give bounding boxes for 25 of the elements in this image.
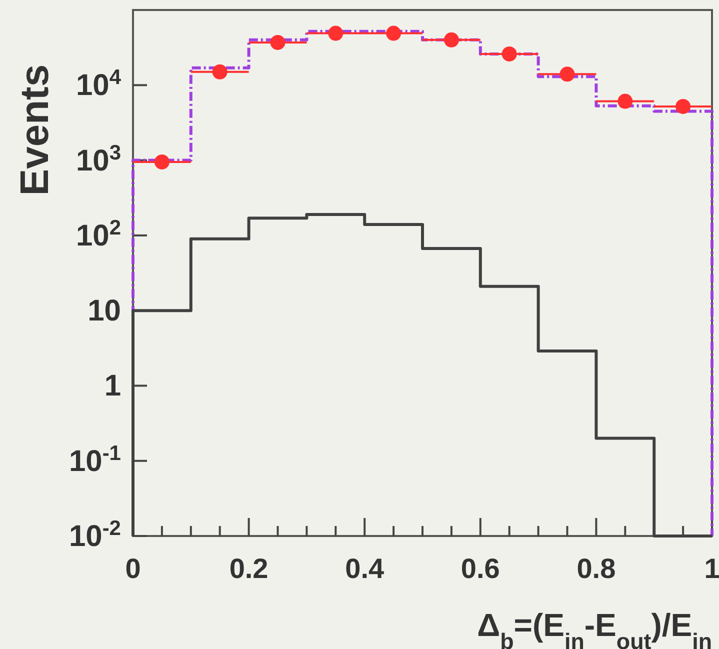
x-tick-label: 0.6 <box>460 553 500 584</box>
y-tick-label: 10$^{2}$ <box>76 216 121 252</box>
point <box>502 46 517 62</box>
y-tick-label: 10$^{-2}$ <box>68 516 121 553</box>
y-tick-label: 10 <box>88 294 121 328</box>
point <box>212 64 228 80</box>
point <box>328 26 344 41</box>
point <box>154 154 170 170</box>
point <box>270 34 286 50</box>
y-tick-label: 10$^{4}$ <box>76 66 122 102</box>
x-tick-label: 0 <box>125 553 141 584</box>
point <box>444 32 459 48</box>
y-axis-title: Events <box>13 64 57 196</box>
x-tick-label: 0.4 <box>345 553 384 584</box>
y-tick-label: 10$^{3}$ <box>76 140 121 178</box>
point <box>386 26 402 41</box>
x-tick-label: 0.8 <box>576 553 616 584</box>
y-tick-label: 10$^{-1}$ <box>68 441 122 478</box>
point <box>618 94 633 109</box>
x-axis-title: Δ$_{b}$=(E$_{in}$-E$_{out}$)/E$_{in}$ <box>477 607 712 649</box>
point <box>676 98 691 114</box>
x-tick-label: 0.2 <box>229 553 268 584</box>
point <box>560 66 575 82</box>
y-tick-label: 1 <box>104 370 121 403</box>
x-tick-label: 1 <box>704 553 719 584</box>
